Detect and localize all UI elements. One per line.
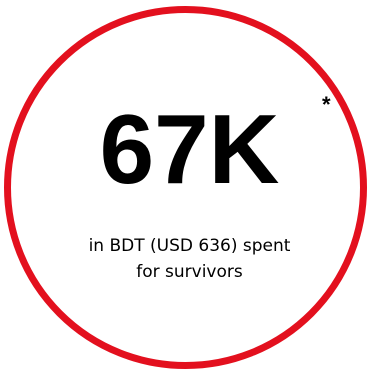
stat-caption: in BDT (USD 636) spent for survivors	[0, 233, 379, 285]
footnote-asterisk: *	[322, 92, 331, 117]
stat-value: 67K	[99, 94, 280, 204]
red-circle-ring	[4, 6, 367, 369]
stat-caption-line-1: in BDT (USD 636) spent	[88, 236, 291, 256]
stat-caption-line-2: for survivors	[136, 262, 243, 282]
